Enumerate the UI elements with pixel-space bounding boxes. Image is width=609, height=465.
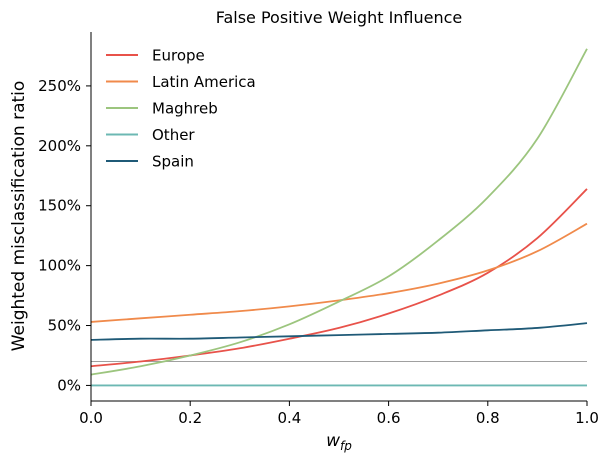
series-line-europe xyxy=(90,188,588,368)
y-tick-label: 50% xyxy=(48,317,81,335)
series-line-spain xyxy=(90,322,588,341)
y-axis-label: Weighted misclassification ratio xyxy=(9,81,29,352)
series-line-maghreb xyxy=(90,48,588,376)
legend-label-latin-america: Latin America xyxy=(152,73,256,91)
x-tick-label: 0.2 xyxy=(178,409,202,427)
x-tick-label: 0.0 xyxy=(79,409,103,427)
x-tick-label: 0.8 xyxy=(476,409,500,427)
legend-label-maghreb: Maghreb xyxy=(152,100,218,118)
series-line-latin-america xyxy=(90,222,588,323)
legend-label-spain: Spain xyxy=(152,153,194,171)
x-axis-label: wfp xyxy=(326,431,352,453)
x-tick-label: 0.4 xyxy=(277,409,301,427)
series-layer xyxy=(90,48,588,387)
legend-label-other: Other xyxy=(152,126,195,144)
y-tick-label: 150% xyxy=(38,197,81,215)
y-tick-label: 0% xyxy=(57,376,81,394)
chart-title: False Positive Weight Influence xyxy=(216,8,463,27)
y-tick-label: 250% xyxy=(38,77,81,95)
legend: Europe Latin America Maghreb Other Spain xyxy=(106,47,256,171)
legend-label-europe: Europe xyxy=(152,47,205,65)
x-axis-ticks: 0.0 0.2 0.4 0.6 0.8 1.0 xyxy=(79,401,599,427)
y-tick-label: 200% xyxy=(38,137,81,155)
x-tick-label: 1.0 xyxy=(575,409,599,427)
x-axis-label-main: w xyxy=(326,431,340,451)
y-axis-ticks: 0% 50% 100% 150% 200% 250% xyxy=(38,77,91,394)
x-tick-label: 0.6 xyxy=(377,409,401,427)
y-tick-label: 100% xyxy=(38,257,81,275)
x-axis-label-subscript: fp xyxy=(340,439,352,453)
